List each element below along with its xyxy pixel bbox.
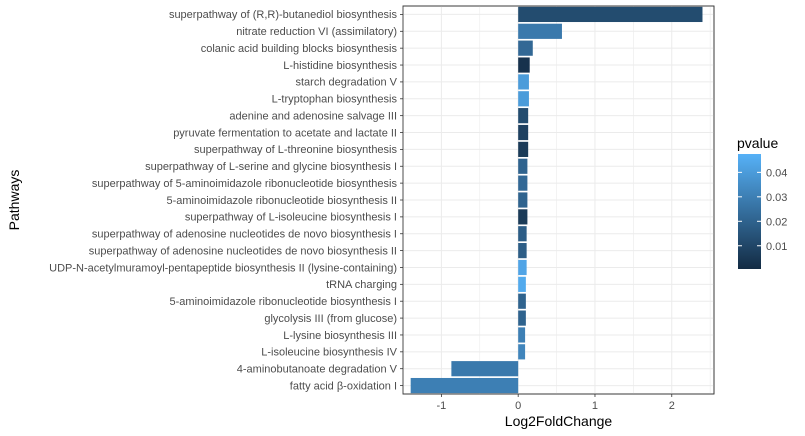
legend-ticks: 0.01 0.02 0.03 0.04 (738, 167, 787, 253)
category-label: L-lysine biosynthesis III (283, 330, 397, 342)
category-label: superpathway of L-serine and glycine bio… (145, 161, 397, 173)
category-label: tRNA charging (326, 279, 397, 291)
bar (518, 209, 528, 225)
x-axis-title: Log2FoldChange (505, 413, 613, 429)
category-label: L-tryptophan biosynthesis (272, 94, 398, 106)
legend-tick-label: 0.03 (766, 192, 787, 204)
category-label: superpathway of (R,R)-butanediol biosynt… (169, 9, 398, 21)
bar (518, 74, 529, 90)
legend-tick-label: 0.04 (766, 167, 787, 179)
bar (518, 57, 530, 73)
bar (518, 23, 562, 39)
x-tick-label: -1 (437, 400, 447, 412)
category-label: colanic acid building blocks biosynthesi… (201, 43, 398, 55)
category-label: glycolysis III (from glucose) (264, 313, 397, 325)
category-label: L-histidine biosynthesis (283, 60, 397, 72)
category-label: adenine and adenosine salvage III (229, 110, 397, 122)
bar (518, 6, 703, 23)
category-label: starch degradation V (295, 77, 397, 89)
bar (518, 192, 528, 208)
category-label: 5-aminoimidazole ribonucleotide biosynth… (170, 296, 397, 308)
bar (518, 344, 526, 360)
category-label: UDP-N-acetylmuramoyl-pentapeptide biosyn… (49, 262, 397, 274)
bar (518, 327, 526, 343)
bar (518, 310, 526, 326)
bar (518, 158, 528, 174)
bar (518, 124, 529, 141)
bar (518, 259, 527, 276)
category-label: 4-aminobutanoate degradation V (237, 363, 398, 375)
x-axis-ticks: -1 0 1 2 (437, 394, 675, 412)
x-tick-label: 1 (592, 400, 598, 412)
x-tick-label: 0 (515, 400, 521, 412)
bar (410, 377, 519, 394)
bars (410, 6, 703, 394)
bar (518, 108, 529, 124)
category-label: superpathway of adenosine nucleotides de… (92, 229, 397, 241)
category-label: superpathway of L-threonine biosynthesis (194, 144, 398, 156)
category-labels: superpathway of (R,R)-butanediol biosynt… (49, 9, 403, 392)
bar (518, 276, 526, 292)
category-label: superpathway of L-isoleucine biosynthesi… (185, 212, 397, 224)
category-label: fatty acid β-oxidation I (290, 380, 397, 392)
x-tick-label: 2 (669, 400, 675, 412)
legend-title: pvalue (737, 135, 778, 151)
category-label: pyruvate fermentation to acetate and lac… (173, 127, 397, 139)
legend-colorbar (738, 154, 761, 269)
category-label: L-isoleucine biosynthesis IV (261, 347, 397, 359)
bar (518, 293, 526, 309)
legend: pvalue 0.01 0.02 0.03 0.04 (737, 135, 787, 269)
y-axis-title: Pathways (6, 170, 22, 231)
category-label: 5-aminoimidazole ribonucleotide biosynth… (166, 195, 397, 207)
category-label: nitrate reduction VI (assimilatory) (236, 26, 397, 38)
plot-border (402, 5, 715, 395)
bar (518, 175, 528, 191)
category-label: superpathway of 5-aminoimidazole ribonuc… (92, 178, 398, 190)
bar (518, 91, 529, 107)
bar (518, 141, 529, 157)
bar (518, 243, 527, 259)
legend-tick-label: 0.02 (766, 216, 787, 228)
category-label: superpathway of adenosine nucleotides de… (89, 245, 397, 257)
bar (518, 40, 533, 56)
bar (518, 226, 527, 242)
bar (451, 361, 519, 377)
legend-tick-label: 0.01 (766, 241, 787, 253)
